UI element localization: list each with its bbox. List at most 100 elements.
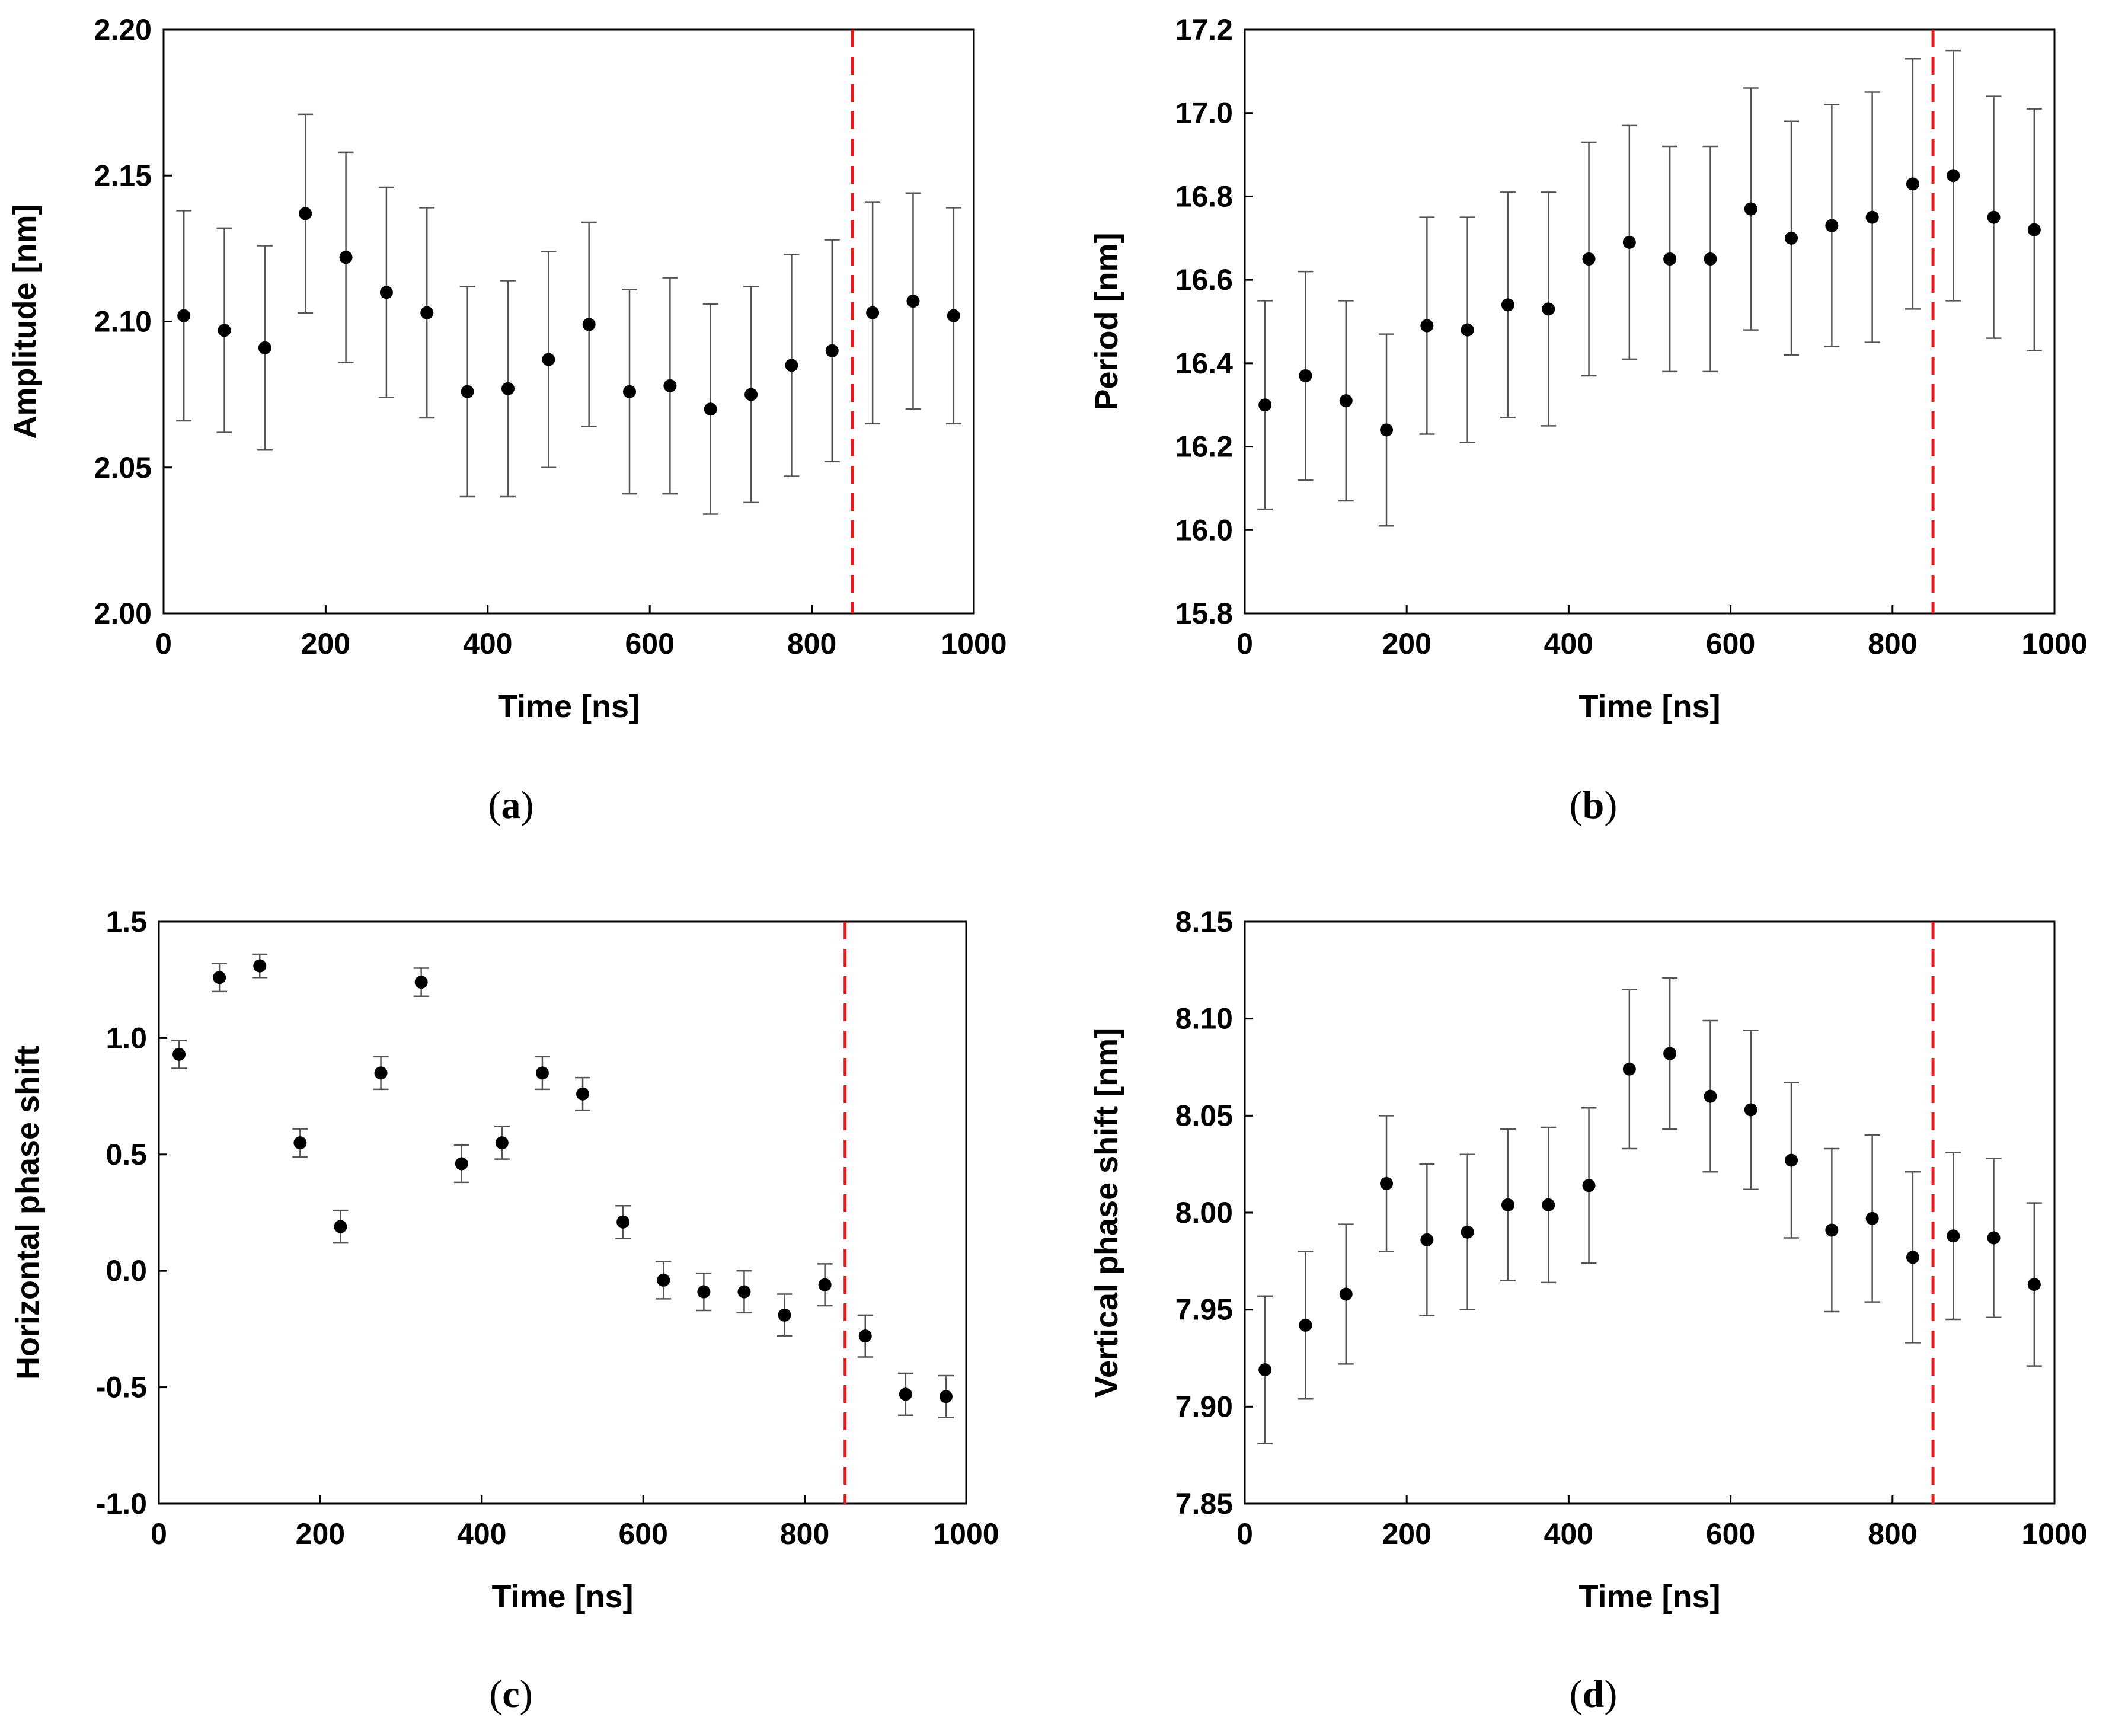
panel-a-x-tick-label: 0 (155, 627, 172, 660)
panel-c-y-tick-label: -0.5 (96, 1371, 147, 1404)
panel-a-data-point (420, 306, 434, 319)
panel-d-y-tick-label: 7.85 (1175, 1487, 1233, 1520)
panel-b-data-point (1663, 252, 1677, 266)
panel-b-x-tick-label: 600 (1706, 627, 1755, 660)
panel-d-x-tick-label: 800 (1868, 1517, 1917, 1550)
panel-d-data-point (1663, 1047, 1677, 1060)
panel-c-data-point (172, 1047, 186, 1061)
panel-b-data-point (1380, 423, 1394, 437)
panel-b-plot-frame (1244, 28, 2056, 615)
panel-b-data-point (1582, 252, 1596, 266)
panel-a-data-point (866, 306, 880, 319)
panel-b-x-tick-label: 800 (1868, 627, 1917, 660)
panel-c-data-point (737, 1285, 751, 1299)
panel-b-data-point (1825, 219, 1839, 232)
panel-a-x-axis-label: Time [ns] (498, 689, 640, 724)
panel-b-data-point (1947, 169, 1960, 183)
panel-c-y-tick-label: -1.0 (96, 1487, 147, 1520)
panel-a-x-tick-label: 400 (463, 627, 512, 660)
panel-b-data-point (1542, 302, 1555, 316)
panel-a-data-point (744, 388, 758, 401)
panel-c-data-point (213, 971, 226, 984)
panel-c-y-tick-label: 0.0 (106, 1254, 147, 1287)
panel-d-y-tick-label: 8.10 (1175, 1002, 1233, 1035)
panel-b-data-point (1461, 323, 1474, 337)
panel-b-y-tick-label: 16.0 (1175, 513, 1233, 546)
panel-c-data-point (293, 1136, 307, 1150)
panel-b-y-tick-label: 16.2 (1175, 430, 1233, 463)
panel-a-y-tick-label: 2.00 (94, 597, 152, 630)
panel-b-data-point (1744, 202, 1758, 216)
panel-a-data-point (623, 385, 637, 398)
panel-a-y-tick-label: 2.15 (94, 159, 152, 192)
panel-d-y-tick-label: 8.00 (1175, 1196, 1233, 1229)
panel-b-data-point (2027, 223, 2041, 236)
panel-a-data-point (461, 385, 474, 398)
panel-d-data-point (2027, 1278, 2041, 1291)
panel-b-y-tick-label: 15.8 (1175, 597, 1233, 630)
panel-a-data-point (177, 309, 191, 322)
panel-d-y-tick-label: 7.95 (1175, 1293, 1233, 1326)
panel-a-data-point (379, 286, 393, 299)
panel-a-data-point (704, 402, 717, 416)
panel-c-data-point (414, 976, 428, 989)
panel-b-data-point (1622, 235, 1636, 249)
panel-d-data-point (1947, 1229, 1960, 1243)
panel-c-data-point (616, 1215, 630, 1229)
panel-b-y-tick-label: 17.2 (1175, 13, 1233, 46)
panel-c-x-tick-label: 400 (457, 1517, 506, 1550)
panel-b-x-tick-label: 200 (1382, 627, 1431, 660)
panel-c-y-axis-label: Horizontal phase shift (10, 1046, 46, 1380)
panel-b-y-tick-label: 16.4 (1175, 347, 1234, 380)
panel-b-x-tick-label: 0 (1236, 627, 1253, 660)
panel-d-data-point (1420, 1233, 1434, 1246)
panel-a-x-tick-label: 600 (625, 627, 674, 660)
panel-d-data-point (1987, 1231, 2001, 1245)
panel-c-x-axis-label: Time [ns] (491, 1579, 633, 1614)
panel-d-chart: 0 200 400 600 800 1000 7.85 7.90 7.95 8.00 8.05 8.1… (1089, 905, 2088, 1614)
panel-c-caption: (c) (489, 1673, 532, 1716)
panel-a-x-tick-label: 800 (787, 627, 836, 660)
panel-d-x-tick-label: 600 (1706, 1517, 1755, 1550)
panel-d-data-point (1704, 1089, 1717, 1103)
panel-d-x-axis-label: Time [ns] (1578, 1579, 1720, 1614)
panel-d-data-point (1258, 1363, 1272, 1377)
panel-d-y-axis-label: Vertical phase shift [nm] (1089, 1028, 1124, 1398)
panel-c-data-point (657, 1273, 670, 1287)
panel-b-data-point (1501, 298, 1514, 312)
panel-c-plot-frame (158, 920, 967, 1505)
panel-b-data-point (1299, 369, 1312, 382)
panel-b-data-point (1258, 398, 1272, 412)
panel-b-x-tick-label: 1000 (2021, 627, 2087, 660)
panel-a-data-point (218, 324, 231, 337)
panel-a-data-point (501, 382, 515, 395)
panel-b-data-point (1865, 210, 1879, 224)
panel-d-data-point (1906, 1251, 1919, 1264)
panel-c-data-point (697, 1285, 711, 1299)
panel-d-caption: (d) (1570, 1673, 1618, 1716)
panel-d-data-point (1501, 1198, 1514, 1211)
panel-a-data-point (258, 341, 271, 354)
panel-b-data-point (1785, 231, 1798, 245)
panel-d-x-tick-label: 1000 (2021, 1517, 2087, 1550)
panel-a-data-point (785, 359, 798, 372)
panel-d-data-point (1744, 1103, 1758, 1117)
panel-c-data-point (899, 1387, 912, 1401)
panel-d-y-tick-label: 8.05 (1175, 1099, 1233, 1132)
panel-c-x-tick-label: 1000 (933, 1517, 999, 1550)
panel-a-chart: 0 200 400 600 800 1000 2.00 2.05 2.10 2.15 2.20 Tim… (7, 13, 1007, 724)
panel-d-x-tick-label: 200 (1382, 1517, 1431, 1550)
panel-d-x-tick-label: 400 (1544, 1517, 1593, 1550)
panel-c-data-point (778, 1308, 791, 1322)
panel-a-data-point (582, 318, 596, 331)
panel-c-x-tick-label: 600 (618, 1517, 667, 1550)
panel-d-data-point (1461, 1225, 1474, 1239)
panel-b-chart: 0 200 400 600 800 1000 15.8 16.0 16.2 16.4 16.6 16.… (1089, 13, 2088, 724)
panel-a-data-point (299, 207, 312, 220)
panel-a-x-tick-label: 200 (301, 627, 350, 660)
panel-c-data-point (858, 1329, 872, 1343)
panel-c-y-tick-label: 1.5 (106, 905, 147, 938)
panel-d-data-point (1339, 1287, 1353, 1301)
panel-c-data-point (495, 1136, 509, 1150)
